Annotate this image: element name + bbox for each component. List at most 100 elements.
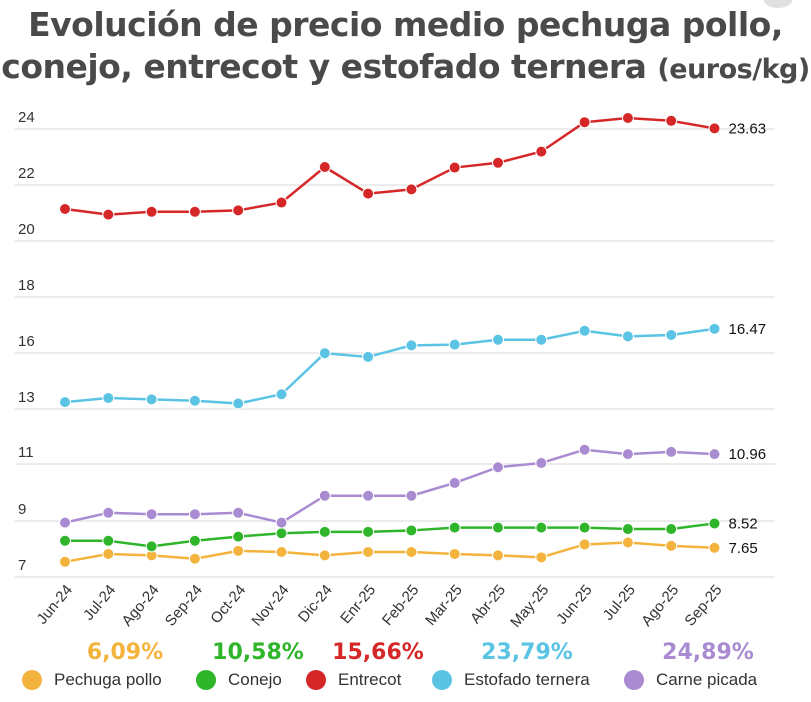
data-point xyxy=(145,508,158,521)
data-point xyxy=(621,330,634,343)
series-carne-picada: 10.96 xyxy=(59,443,767,529)
data-point xyxy=(362,525,375,538)
data-point xyxy=(188,552,201,565)
series-pechuga-pollo: 7.65 xyxy=(59,536,758,568)
data-point xyxy=(708,322,721,335)
legend-item: Pechuga pollo xyxy=(22,670,162,690)
data-point xyxy=(59,203,71,215)
x-tick-label: Ago-25 xyxy=(638,582,682,630)
x-tick-label: Sep-25 xyxy=(681,582,725,630)
data-point xyxy=(578,521,591,534)
y-tick-label: 20 xyxy=(18,221,35,238)
percent-change: 24,89% xyxy=(662,640,754,665)
title-line-1: Evolución de precio medio pechuga pollo, xyxy=(28,5,783,44)
x-tick-label: Jul-24 xyxy=(80,582,119,624)
data-point xyxy=(578,443,591,456)
data-point xyxy=(188,394,201,407)
legend-item: Entrecot xyxy=(306,670,401,690)
data-point xyxy=(232,397,245,410)
data-point xyxy=(102,506,115,519)
data-point xyxy=(275,527,288,540)
data-point xyxy=(102,392,115,404)
data-point xyxy=(665,329,678,341)
data-point xyxy=(188,508,201,521)
end-value-label: 7.65 xyxy=(729,540,758,557)
percent-change: 6,09% xyxy=(86,640,164,665)
line-chart: 24 22 20 18 16 13 11 9 7 Jun-24 Jul-24 Ago-24 Sep-24… xyxy=(15,109,775,631)
data-point xyxy=(275,388,288,401)
data-point xyxy=(145,393,158,406)
data-point xyxy=(708,448,721,461)
y-tick-label: 13 xyxy=(18,389,35,406)
data-point xyxy=(59,516,71,529)
x-tick-label: Jul-25 xyxy=(600,582,639,624)
data-point xyxy=(448,161,461,174)
data-point xyxy=(102,547,115,560)
data-point xyxy=(318,489,331,502)
data-point xyxy=(275,546,288,558)
data-point xyxy=(405,546,418,558)
percent-change: 15,66% xyxy=(332,640,424,665)
legend: Pechuga pollo Conejo Entrecot Estofado tern… xyxy=(0,670,811,698)
chart-title: Evolución de precio medio pechuga pollo,… xyxy=(0,4,811,91)
y-tick-label: 7 xyxy=(18,557,26,574)
series-line xyxy=(64,116,715,216)
x-tick-label: Sep-24 xyxy=(162,582,206,630)
data-point xyxy=(665,445,678,458)
data-point xyxy=(362,350,375,363)
data-point xyxy=(492,521,504,534)
legend-label: Conejo xyxy=(228,670,282,689)
legend-item: Conejo xyxy=(196,670,282,690)
x-tick-label: May-25 xyxy=(507,582,552,631)
data-point xyxy=(318,347,331,360)
data-point xyxy=(708,541,721,554)
data-point xyxy=(405,524,418,537)
data-point xyxy=(145,205,158,218)
data-point xyxy=(318,525,331,538)
data-point xyxy=(318,161,331,173)
legend-label: Pechuga pollo xyxy=(54,670,162,689)
end-value-label: 10.96 xyxy=(729,446,767,463)
data-point xyxy=(362,489,375,502)
data-point xyxy=(665,114,678,127)
gridlines xyxy=(15,128,775,578)
series-line xyxy=(64,448,715,524)
legend-item: Carne picada xyxy=(624,670,757,690)
percent-change-row: 6,09% 10,58% 15,66% 23,79% 24,89% xyxy=(0,640,811,674)
data-point xyxy=(621,448,634,461)
data-point xyxy=(535,145,548,158)
legend-item: Estofado ternera xyxy=(432,670,590,690)
data-point xyxy=(232,204,245,217)
x-tick-label: Oct-24 xyxy=(207,582,249,627)
data-point xyxy=(578,116,591,129)
legend-marker xyxy=(432,670,452,690)
x-tick-label: Enr-25 xyxy=(337,582,379,627)
y-tick-label: 11 xyxy=(18,444,34,461)
percent-change: 10,58% xyxy=(212,640,304,665)
data-point xyxy=(492,333,504,346)
title-line-2: conejo, entrecot y estofado ternera (eur… xyxy=(0,46,811,91)
end-value-label: 8.52 xyxy=(729,515,758,532)
legend-marker xyxy=(306,670,326,690)
data-point xyxy=(232,530,245,543)
series-line xyxy=(65,522,715,548)
title-line-2-text: conejo, entrecot y estofado ternera xyxy=(1,47,647,86)
legend-label: Carne picada xyxy=(656,670,758,689)
data-point xyxy=(448,521,461,534)
corner-decoration xyxy=(763,0,793,8)
data-point xyxy=(362,187,375,200)
data-point xyxy=(621,536,634,549)
data-point xyxy=(188,534,201,547)
series-entrecot: 23.63 xyxy=(59,112,766,221)
data-point xyxy=(535,456,548,469)
x-tick-label: Ago-24 xyxy=(119,582,163,630)
x-tick-label: Abr-25 xyxy=(467,582,509,627)
data-point xyxy=(59,555,71,568)
y-tick-label: 24 xyxy=(18,109,35,126)
data-point xyxy=(448,476,461,489)
data-point xyxy=(492,156,504,169)
data-point xyxy=(102,208,115,221)
percent-change: 23,79% xyxy=(481,640,573,665)
data-point xyxy=(145,540,158,553)
data-point xyxy=(448,338,461,351)
